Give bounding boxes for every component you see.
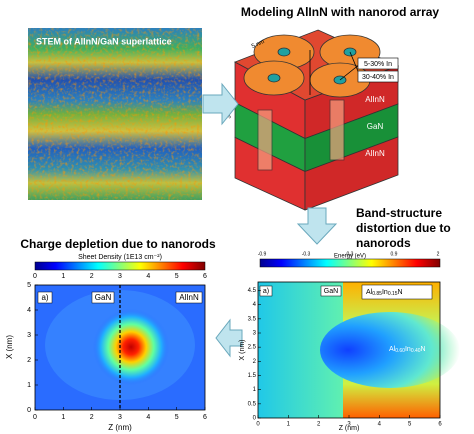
x-tick-label: 4: [378, 422, 382, 428]
model-title: Modeling AlInN with nanorod array: [241, 5, 440, 19]
y-tick-label: 2.5: [248, 345, 257, 351]
colorbar-tick: -0.3: [302, 251, 311, 257]
x-axis-label: Z (nm): [339, 425, 360, 432]
y-tick-label: 4: [27, 307, 31, 314]
y-tick-label: 2: [27, 357, 31, 364]
alloy-part: 0.60: [395, 348, 405, 354]
alloy-part: 0.85: [372, 291, 382, 297]
arrow-left: [215, 318, 243, 358]
colorbar-tick: 2: [437, 251, 440, 257]
x-tick-label: 3: [118, 414, 122, 421]
colorbar-tick: 4: [146, 273, 150, 280]
stem-noise: [28, 28, 202, 200]
panel-label: a): [41, 293, 48, 302]
region-label: AlInN: [179, 293, 199, 302]
y-tick-label: 0.5: [248, 401, 257, 407]
stem-label: STEM of AlInN/GaN superlattice: [36, 36, 172, 46]
x-tick-label: 0: [256, 422, 260, 428]
alloy-part: Al: [366, 289, 373, 296]
region-box: [175, 291, 203, 304]
energy-lobe: [320, 312, 460, 388]
alloy-label: Al0.60In0.40N: [389, 346, 426, 354]
heatmap-spot: [93, 309, 169, 385]
panel-label: a): [263, 288, 269, 295]
x-tick-label: 6: [438, 422, 442, 428]
y-tick-label: 3: [253, 331, 257, 337]
colorbar-tick: 1: [61, 273, 65, 280]
y-tick-label: 1: [27, 382, 31, 389]
y-tick-label: 0: [27, 407, 31, 414]
indium-label: 30-40% In: [362, 74, 394, 81]
label-box: [357, 70, 399, 83]
arrow-down: [296, 207, 338, 245]
arrow-text: Band-structure: [356, 206, 442, 220]
y-axis-label: X (nm): [5, 335, 14, 359]
x-tick-label: 2: [90, 414, 94, 421]
x-tick-label: 2: [317, 422, 321, 428]
colorbar-title: Sheet Density (1E13 cm⁻²): [78, 254, 162, 261]
layer-label: GaN: [367, 122, 384, 131]
alloy-part: In: [405, 346, 411, 353]
colorbar-tick: 5: [175, 273, 179, 280]
x-tick-label: 6: [203, 414, 207, 421]
colorbar: [34, 261, 206, 271]
y-tick-label: 2: [253, 359, 257, 365]
layer-label: AlInN: [365, 149, 385, 158]
panel-box: [259, 285, 273, 297]
colorbar-tick: 6: [203, 273, 207, 280]
y-tick-label: 0: [253, 416, 257, 422]
alloy-part: N: [421, 346, 426, 353]
alloy-part: 0.15: [388, 291, 398, 297]
region-label: GaN: [324, 288, 338, 295]
colorbar-tick: 3: [118, 273, 122, 280]
alloy-part: 0.40: [411, 348, 421, 354]
arrow-text: distortion due to: [356, 221, 451, 235]
colorbar-tick: 0.3: [347, 251, 354, 257]
label-box: [357, 57, 399, 70]
layer-label: AlInN: [365, 95, 385, 104]
dimension-label: 5 nm: [251, 39, 266, 50]
arrow-right: [202, 82, 239, 126]
indium-label: 5-30% In: [364, 61, 392, 68]
colorbar-tick: -0.9: [258, 251, 267, 257]
colorbar-tick: 0: [33, 273, 37, 280]
colorbar-tick: 2: [90, 273, 94, 280]
y-tick-label: 4: [253, 302, 257, 308]
region-label: GaN: [95, 293, 112, 302]
colorbar: [259, 258, 441, 268]
alloy-label: Al0.85In0.15N: [366, 289, 403, 297]
region-box: [91, 291, 115, 304]
y-tick-label: 5: [27, 282, 31, 289]
alloy-box: [361, 284, 433, 300]
y-tick-label: 3.5: [248, 316, 257, 322]
x-tick-label: 4: [146, 414, 150, 421]
y-tick-label: 3: [27, 332, 31, 339]
x-tick-label: 3: [347, 422, 351, 428]
y-tick-label: 1: [253, 387, 257, 393]
colorbar-tick: 0.9: [391, 251, 398, 257]
alloy-part: In: [382, 289, 388, 296]
alloy-part: Al: [389, 346, 396, 353]
arrow-text: nanorods: [356, 236, 411, 250]
colorbar-title: Energy (eV): [334, 254, 366, 260]
x-tick-label: 5: [408, 422, 412, 428]
y-tick-label: 4.5: [248, 288, 257, 294]
cube: [234, 29, 400, 211]
x-tick-label: 1: [61, 414, 65, 421]
x-tick-label: 5: [175, 414, 179, 421]
panel-box: [37, 291, 53, 304]
x-tick-label: 0: [33, 414, 37, 421]
x-tick-label: 1: [287, 422, 291, 428]
alloy-part: N: [398, 289, 403, 296]
region-box: [320, 285, 342, 297]
x-axis-label: Z (nm): [108, 423, 132, 432]
left-title: Charge depletion due to nanorods: [20, 237, 216, 251]
y-tick-label: 1.5: [248, 373, 257, 379]
y-axis-label: X (nm): [239, 340, 246, 361]
